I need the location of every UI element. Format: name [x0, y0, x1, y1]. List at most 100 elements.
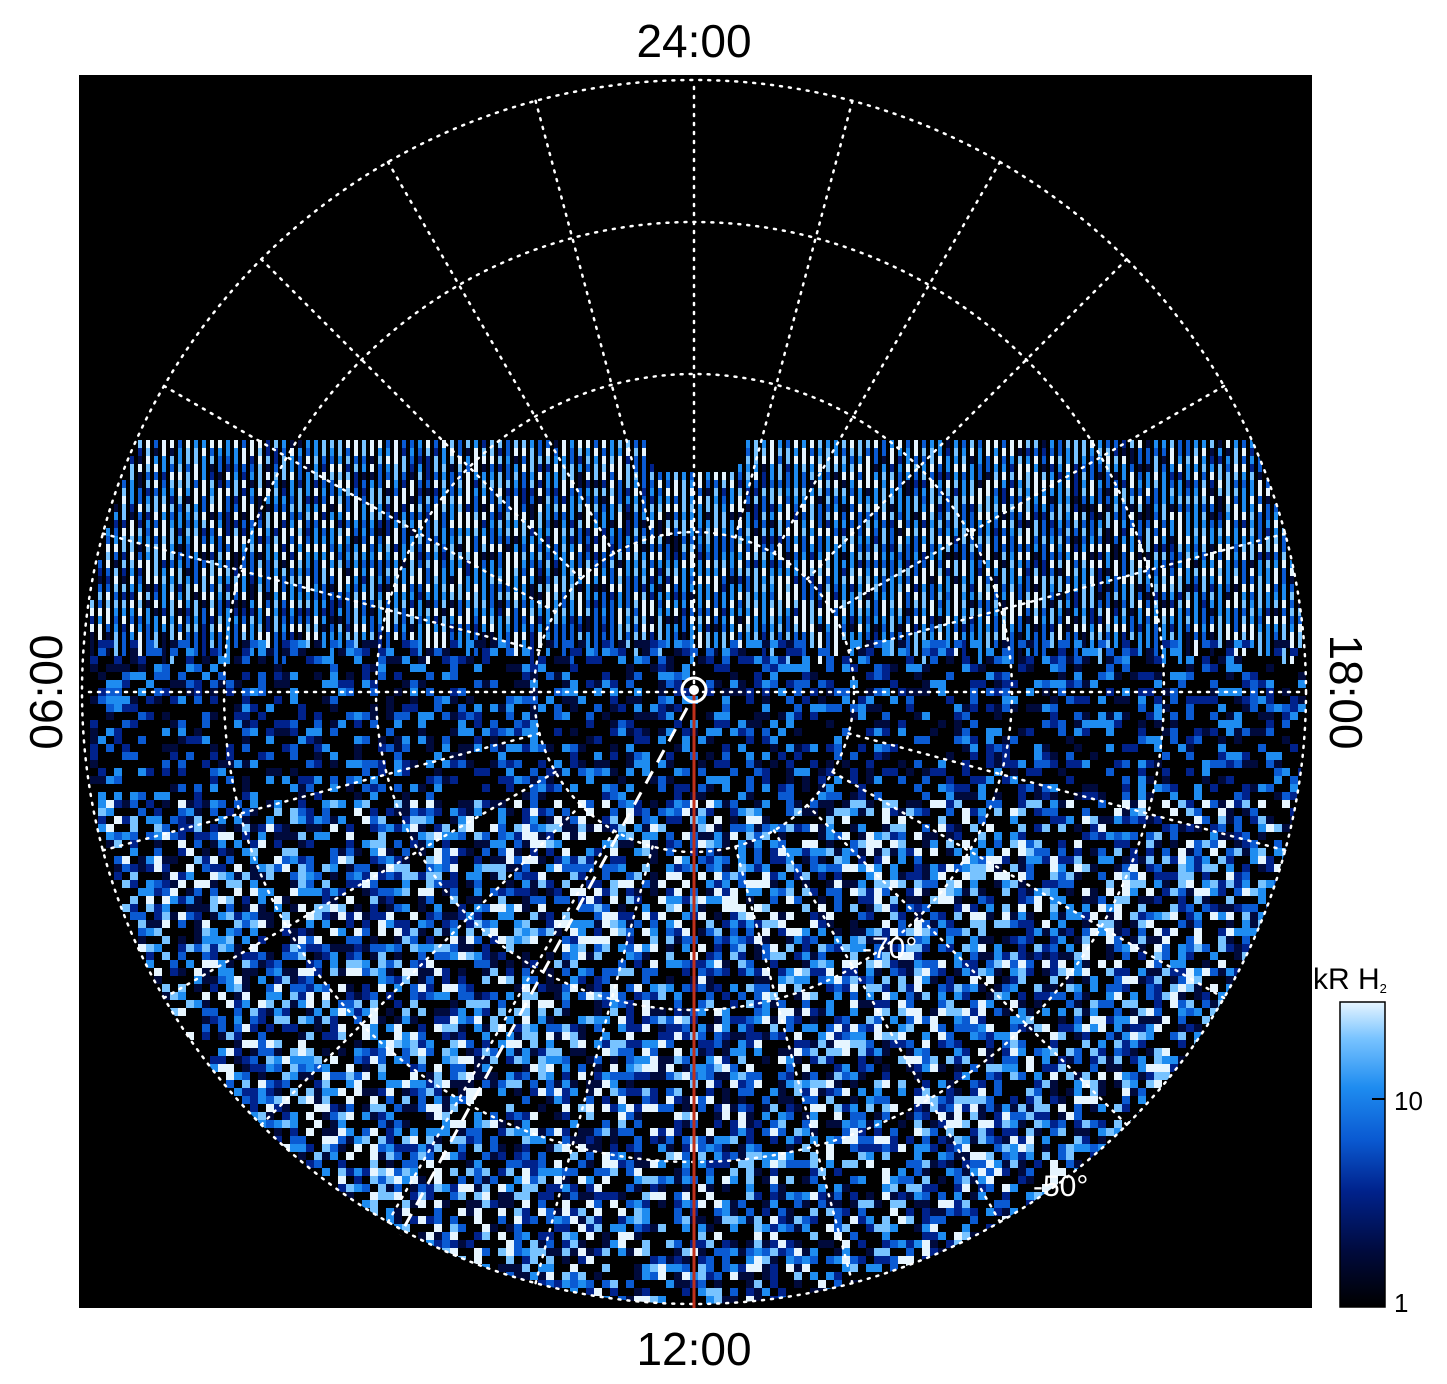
emission-pixel — [1250, 632, 1254, 640]
emission-pixel — [666, 776, 674, 784]
emission-pixel — [714, 776, 722, 784]
emission-pixel — [418, 656, 426, 664]
emission-pixel — [1210, 760, 1218, 768]
emission-pixel — [250, 720, 258, 728]
emission-pixel — [146, 616, 150, 624]
emission-pixel — [1106, 512, 1110, 520]
emission-pixel — [314, 720, 322, 728]
emission-pixel — [170, 696, 178, 704]
emission-pixel — [418, 528, 422, 536]
emission-pixel — [1234, 720, 1242, 728]
emission-pixel — [1250, 696, 1258, 704]
emission-pixel — [874, 704, 882, 712]
emission-pixel — [338, 680, 346, 688]
emission-pixel — [914, 632, 918, 656]
emission-pixel — [826, 768, 834, 776]
emission-pixel — [234, 632, 238, 640]
emission-pixel — [274, 448, 278, 456]
emission-pixel — [474, 768, 482, 776]
emission-pixel — [370, 688, 378, 696]
emission-pixel — [786, 544, 790, 552]
emission-pixel — [274, 680, 282, 688]
emission-pixel — [1202, 568, 1206, 576]
emission-pixel — [210, 768, 218, 776]
emission-pixel — [1034, 504, 1038, 512]
emission-pixel — [810, 704, 818, 712]
emission-pixel — [954, 736, 962, 744]
emission-pixel — [138, 656, 146, 664]
emission-pixel — [202, 672, 210, 680]
emission-pixel — [1210, 552, 1214, 560]
emission-pixel — [1034, 472, 1038, 480]
emission-pixel — [1170, 520, 1174, 528]
emission-pixel — [1074, 640, 1082, 648]
emission-pixel — [762, 640, 770, 648]
emission-pixel — [274, 552, 278, 560]
emission-pixel — [234, 800, 242, 808]
emission-pixel — [1130, 648, 1138, 656]
emission-pixel — [210, 752, 218, 760]
emission-pixel — [378, 496, 382, 504]
emission-pixel — [1010, 552, 1014, 560]
emission-pixel — [1090, 680, 1098, 688]
emission-pixel — [378, 648, 386, 656]
emission-pixel — [1074, 696, 1082, 704]
emission-pixel — [986, 760, 994, 768]
emission-pixel — [386, 728, 394, 736]
emission-pixel — [1170, 648, 1178, 656]
emission-pixel — [946, 464, 950, 472]
emission-pixel — [434, 776, 442, 784]
emission-pixel — [626, 512, 630, 520]
emission-pixel — [946, 656, 954, 664]
emission-pixel — [666, 680, 674, 688]
emission-pixel — [274, 632, 278, 664]
emission-pixel — [842, 728, 850, 736]
emission-pixel — [162, 616, 166, 624]
emission-pixel — [138, 792, 146, 800]
emission-pixel — [290, 648, 298, 656]
emission-pixel — [762, 624, 766, 632]
emission-pixel — [930, 440, 934, 448]
emission-pixel — [458, 624, 462, 632]
emission-pixel — [114, 664, 122, 672]
emission-pixel — [690, 648, 698, 656]
emission-pixel — [1018, 728, 1026, 736]
emission-pixel — [362, 520, 366, 528]
emission-pixel — [402, 440, 406, 448]
emission-pixel — [714, 720, 722, 728]
emission-pixel — [1026, 728, 1034, 736]
emission-pixel — [322, 456, 326, 464]
emission-pixel — [434, 704, 442, 712]
emission-pixel — [474, 736, 482, 744]
emission-pixel — [234, 472, 238, 480]
emission-pixel — [434, 560, 438, 568]
emission-pixel — [1266, 664, 1274, 672]
emission-pixel — [1002, 504, 1006, 512]
emission-pixel — [1002, 456, 1006, 464]
emission-pixel — [362, 664, 370, 672]
emission-pixel — [882, 672, 890, 680]
emission-pixel — [610, 744, 618, 752]
emission-pixel — [866, 520, 870, 528]
emission-pixel — [1282, 552, 1286, 560]
emission-pixel — [242, 672, 250, 680]
emission-pixel — [778, 792, 786, 800]
emission-pixel — [962, 760, 970, 768]
emission-pixel — [1098, 712, 1106, 720]
emission-pixel — [938, 680, 946, 688]
emission-pixel — [322, 536, 326, 544]
emission-pixel — [1226, 672, 1234, 680]
emission-pixel — [842, 664, 850, 672]
emission-pixel — [1114, 656, 1122, 664]
emission-pixel — [442, 672, 450, 680]
emission-pixel — [314, 728, 322, 736]
emission-pixel — [562, 544, 566, 552]
emission-pixel — [922, 776, 930, 784]
emission-pixel — [922, 712, 930, 720]
emission-pixel — [1146, 544, 1150, 552]
emission-pixel — [354, 760, 362, 768]
emission-pixel — [938, 640, 946, 648]
emission-pixel — [442, 632, 446, 648]
emission-pixel — [210, 576, 214, 584]
emission-pixel — [90, 632, 94, 656]
